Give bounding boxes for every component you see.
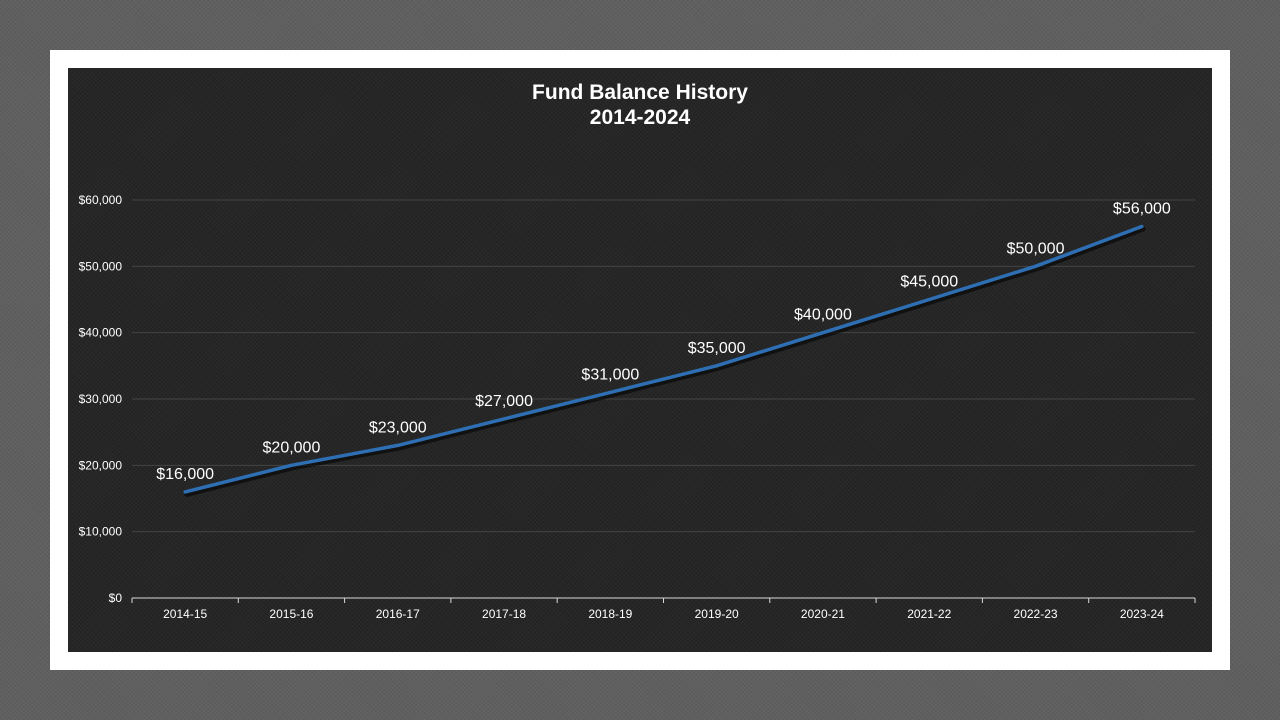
series-line-shadow bbox=[184, 226, 1146, 497]
x-tick-label: 2018-19 bbox=[588, 607, 632, 621]
chart-title: Fund Balance History bbox=[532, 81, 748, 104]
y-tick-label: $20,000 bbox=[79, 458, 123, 472]
x-tick-label: 2017-18 bbox=[482, 607, 526, 621]
x-tick-label: 2020-21 bbox=[801, 607, 845, 621]
x-tick-label: 2015-16 bbox=[269, 607, 313, 621]
y-tick-label: $0 bbox=[109, 591, 123, 605]
data-label: $31,000 bbox=[581, 366, 639, 383]
data-label: $50,000 bbox=[1007, 240, 1065, 257]
x-tick-label: 2014-15 bbox=[163, 607, 207, 621]
data-label: $16,000 bbox=[156, 466, 214, 483]
y-tick-label: $50,000 bbox=[79, 259, 123, 273]
data-label: $35,000 bbox=[688, 340, 746, 357]
y-tick-label: $10,000 bbox=[79, 525, 123, 539]
chart-subtitle: 2014-2024 bbox=[589, 106, 691, 129]
x-tick-label: 2021-22 bbox=[907, 607, 951, 621]
chart-frame: Fund Balance History 2014-2024 $0 $10,000… bbox=[50, 50, 1230, 670]
x-tick-label: 2019-20 bbox=[695, 607, 739, 621]
y-tick-label: $60,000 bbox=[79, 193, 123, 207]
y-tick-label: $30,000 bbox=[79, 392, 123, 406]
y-tick-label: $40,000 bbox=[79, 326, 123, 340]
data-label: $20,000 bbox=[263, 439, 321, 456]
data-label: $27,000 bbox=[475, 393, 533, 410]
x-tick-label: 2023-24 bbox=[1120, 607, 1164, 621]
x-tick-label: 2022-23 bbox=[1014, 607, 1058, 621]
chart-title-block: Fund Balance History 2014-2024 bbox=[68, 80, 1212, 130]
data-label: $45,000 bbox=[900, 274, 958, 291]
data-label: $56,000 bbox=[1113, 201, 1171, 218]
line-chart: $0 $10,000 $20,000 $30,000 $40,000 $50,000 $60… bbox=[79, 193, 1196, 621]
data-label: $23,000 bbox=[369, 419, 427, 436]
x-tick-label: 2016-17 bbox=[376, 607, 420, 621]
chart-area: Fund Balance History 2014-2024 $0 $10,000… bbox=[68, 68, 1212, 652]
data-label: $40,000 bbox=[794, 307, 852, 324]
series-line bbox=[183, 224, 1144, 494]
